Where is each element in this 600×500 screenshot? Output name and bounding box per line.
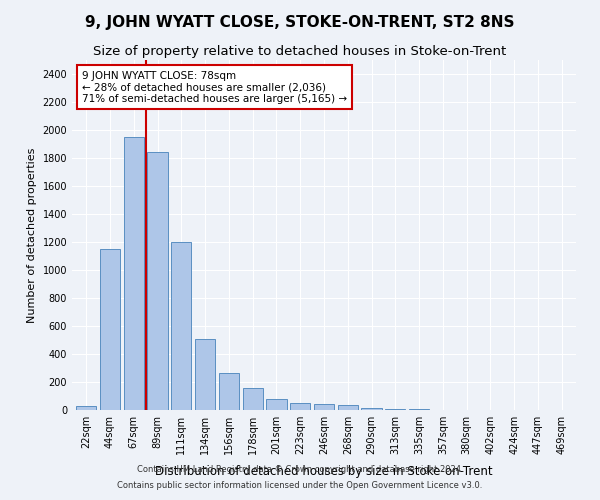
Bar [219, 373, 239, 410]
Bar [76, 406, 97, 410]
Bar [124, 137, 144, 410]
Y-axis label: Number of detached properties: Number of detached properties [27, 148, 37, 322]
Bar [385, 408, 406, 410]
Bar [100, 249, 120, 410]
Bar [361, 408, 382, 410]
Bar [148, 152, 167, 410]
Text: Contains public sector information licensed under the Open Government Licence v3: Contains public sector information licen… [118, 480, 482, 490]
Bar [171, 242, 191, 410]
Text: Size of property relative to detached houses in Stoke-on-Trent: Size of property relative to detached ho… [94, 45, 506, 58]
Text: 9 JOHN WYATT CLOSE: 78sqm
← 28% of detached houses are smaller (2,036)
71% of se: 9 JOHN WYATT CLOSE: 78sqm ← 28% of detac… [82, 70, 347, 104]
Text: Contains HM Land Registry data © Crown copyright and database right 2024.: Contains HM Land Registry data © Crown c… [137, 466, 463, 474]
Bar [314, 404, 334, 410]
Bar [242, 388, 263, 410]
Text: 9, JOHN WYATT CLOSE, STOKE-ON-TRENT, ST2 8NS: 9, JOHN WYATT CLOSE, STOKE-ON-TRENT, ST2… [85, 15, 515, 30]
X-axis label: Distribution of detached houses by size in Stoke-on-Trent: Distribution of detached houses by size … [155, 466, 493, 478]
Bar [195, 338, 215, 410]
Bar [266, 399, 287, 410]
Bar [290, 403, 310, 410]
Bar [338, 405, 358, 410]
